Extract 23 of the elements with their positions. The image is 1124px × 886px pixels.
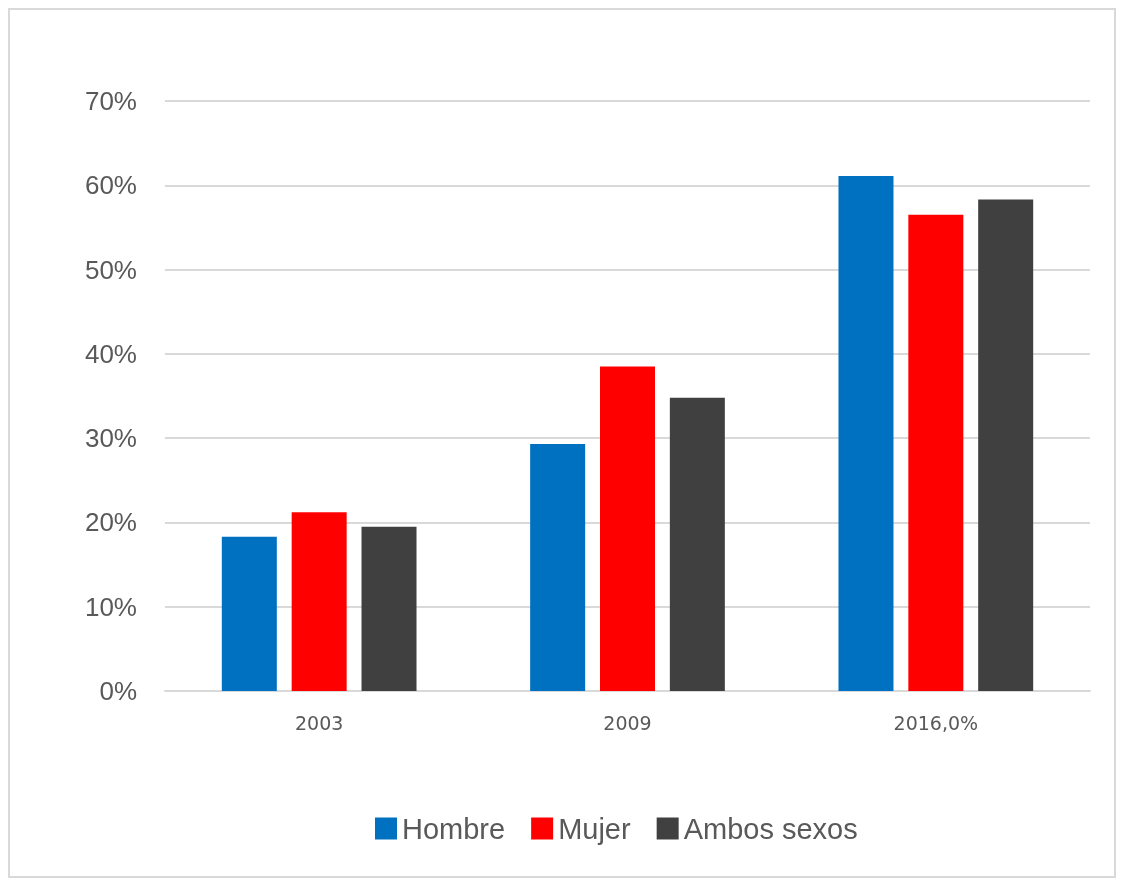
x-tick-label: 2016,0% (893, 711, 979, 734)
x-tick-label: 2003 (294, 711, 344, 734)
bar (978, 199, 1034, 691)
legend-label: Mujer (558, 812, 631, 845)
bar (221, 536, 277, 691)
bar (908, 214, 964, 691)
y-tick-label: 50% (84, 254, 137, 285)
y-tick-label: 0% (99, 676, 137, 706)
x-tick-label: 2009 (603, 711, 652, 734)
y-tick-label: 70% (84, 86, 137, 116)
y-tick-label: 10% (84, 591, 137, 622)
bar (838, 176, 894, 691)
bar (600, 366, 655, 691)
y-tick-label: 20% (84, 507, 137, 538)
y-tick-label: 60% (84, 170, 137, 201)
y-tick-label: 40% (84, 338, 137, 369)
y-tick-label: 30% (84, 423, 137, 454)
bar (669, 397, 725, 691)
legend-label: Hombre (402, 812, 506, 845)
bar (530, 444, 586, 691)
bar (361, 526, 417, 691)
legend-label: Ambos sexos (683, 812, 858, 845)
bar (291, 512, 347, 691)
